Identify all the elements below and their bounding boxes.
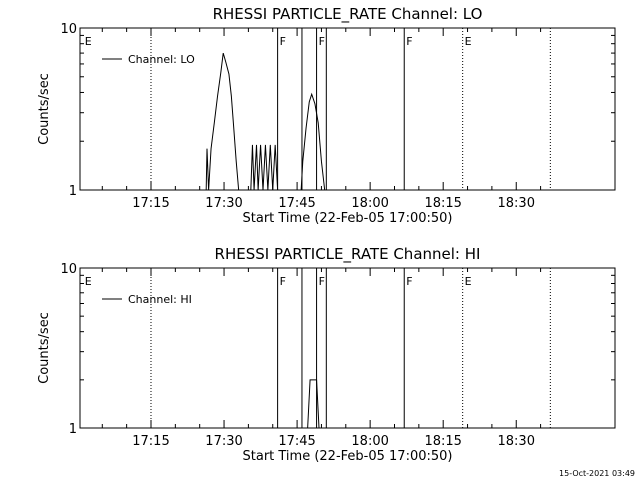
event-marker-label: E — [465, 35, 472, 48]
x-tick-label: 17:30 — [205, 434, 242, 449]
x-axis-label: Start Time (22-Feb-05 17:00:50) — [243, 449, 453, 464]
plot-frame — [79, 27, 616, 191]
x-tick-label: 18:15 — [424, 196, 461, 211]
series-line-0 — [307, 379, 320, 429]
event-marker-label: F — [406, 35, 412, 48]
y-axis-label: Counts/sec — [37, 312, 52, 384]
y-tick-label: 1 — [69, 184, 77, 199]
x-tick-label: 17:30 — [205, 196, 242, 211]
event-marker-label: E — [85, 275, 92, 288]
plot-frame — [79, 267, 616, 429]
event-marker-label: E — [85, 35, 92, 48]
y-axis-label: Counts/sec — [37, 73, 52, 145]
series-line-0 — [205, 52, 326, 191]
x-tick-label: 17:45 — [278, 196, 315, 211]
y-tick-label: 10 — [60, 22, 77, 37]
chart-panel-hi: RHESSI PARTICLE_RATE Channel: HI 1 10 17:15… — [37, 245, 616, 464]
event-marker-label: F — [280, 35, 286, 48]
x-tick-label: 18:30 — [498, 196, 535, 211]
x-tick-label: 18:00 — [351, 196, 388, 211]
event-marker-label: F — [406, 275, 412, 288]
legend-label: Channel: LO — [128, 53, 195, 66]
y-tick-label: 1 — [69, 422, 77, 437]
event-marker-label: E — [465, 275, 472, 288]
chart-title: RHESSI PARTICLE_RATE Channel: HI — [215, 245, 481, 264]
legend-label: Channel: HI — [128, 293, 192, 306]
y-tick-label: 10 — [60, 262, 77, 277]
chart-title: RHESSI PARTICLE_RATE Channel: LO — [213, 5, 483, 24]
event-marker-label: F — [280, 275, 286, 288]
event-marker-label: F — [319, 35, 325, 48]
x-tick-label: 17:15 — [132, 434, 169, 449]
footer-timestamp: 15-Oct-2021 03:49 — [559, 469, 635, 478]
x-tick-label: 18:15 — [424, 434, 461, 449]
x-axis-label: Start Time (22-Feb-05 17:00:50) — [243, 211, 453, 226]
x-tick-label: 17:15 — [132, 196, 169, 211]
chart-panel-lo: RHESSI PARTICLE_RATE Channel: LO 1 10 17:15… — [37, 5, 616, 226]
event-marker-label: F — [319, 275, 325, 288]
x-tick-label: 18:00 — [351, 434, 388, 449]
x-tick-label: 17:45 — [278, 434, 315, 449]
x-tick-label: 18:30 — [498, 434, 535, 449]
